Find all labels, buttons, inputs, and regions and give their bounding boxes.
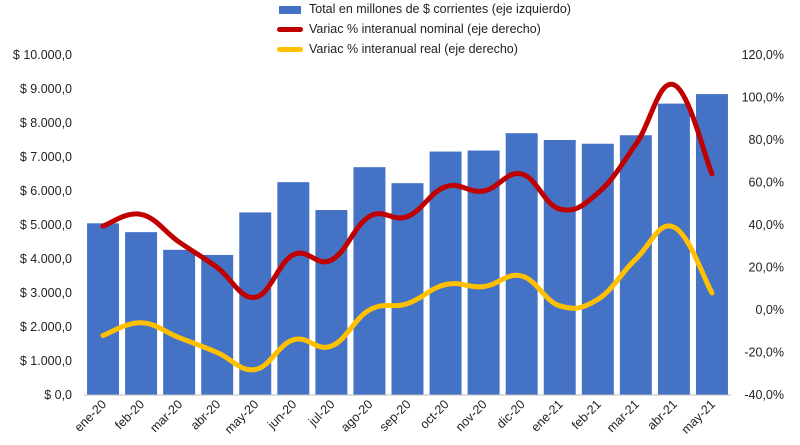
x-tick-label: ene-21: [528, 397, 565, 434]
x-tick-label: jul-20: [305, 397, 337, 429]
x-tick-label: mar-21: [604, 397, 642, 435]
right-tick-label: 0,0%: [756, 303, 785, 317]
x-tick-label: nov-20: [453, 397, 490, 434]
line-series: [100, 81, 715, 373]
right-tick-label: 100,0%: [742, 91, 784, 105]
bar-mar-20: [163, 249, 196, 395]
right-tick-label: -20,0%: [744, 346, 784, 360]
right-tick-label: 60,0%: [749, 176, 784, 190]
right-tick-label: -40,0%: [744, 388, 784, 402]
left-tick-label: $ 7.000,0: [20, 150, 72, 164]
right-tick-label: 120,0%: [742, 48, 784, 62]
x-tick-label: may-21: [679, 397, 718, 436]
left-tick-label: $ 9.000,0: [20, 82, 72, 96]
bar-jun-20: [277, 182, 310, 395]
left-tick-label: $ 3.000,0: [20, 286, 72, 300]
bar-ene-21: [543, 140, 576, 395]
left-axis-ticks: $ 0,0 $ 1.000,0 $ 2.000,0 $ 3.000,0 $ 4.000,…: [13, 48, 72, 402]
x-tick-label: mar-20: [147, 397, 185, 435]
bar-feb-20: [125, 232, 158, 395]
legend-label-real: Variac % interanual real (eje derecho): [309, 42, 518, 56]
left-tick-label: $ 8.000,0: [20, 116, 72, 130]
x-tick-label: ene-20: [72, 397, 109, 434]
bar-mar-21: [619, 135, 652, 396]
x-tick-label: ago-20: [338, 397, 375, 434]
left-tick-label: $ 6.000,0: [20, 184, 72, 198]
left-tick-label: $ 5.000,0: [20, 218, 72, 232]
left-tick-label: $ 10.000,0: [13, 48, 72, 62]
line-nominal: [100, 81, 715, 300]
left-tick-label: $ 2.000,0: [20, 320, 72, 334]
bar-ago-20: [353, 167, 386, 395]
x-tick-label: feb-20: [112, 397, 147, 432]
right-tick-label: 40,0%: [749, 218, 784, 232]
legend-swatch-total: [279, 6, 301, 14]
x-tick-label: may-20: [222, 397, 261, 436]
legend-swatch-nominal: [277, 27, 303, 32]
line-real: [100, 223, 715, 373]
x-tick-label: abr-21: [645, 397, 680, 432]
bar-abr-21: [657, 103, 690, 396]
bar-jul-20: [315, 210, 348, 395]
x-tick-label: jun-20: [264, 397, 299, 432]
left-tick-label: $ 1.000,0: [20, 354, 72, 368]
right-tick-label: 20,0%: [749, 261, 784, 275]
legend-label-total: Total en millones de $ corrientes (eje i…: [309, 2, 571, 16]
x-tick-label: dic-20: [494, 397, 528, 431]
legend-label-nominal: Variac % interanual nominal (eje derecho…: [309, 22, 541, 36]
x-tick-label: abr-20: [188, 397, 223, 432]
left-tick-label: $ 4.000,0: [20, 252, 72, 266]
x-tick-label: oct-20: [417, 397, 451, 431]
right-axis-ticks: -40,0% -20,0% 0,0% 20,0% 40,0% 60,0% 80,0% 100,…: [742, 48, 784, 402]
bar-ene-20: [87, 223, 120, 395]
x-tick-label: feb-21: [569, 397, 604, 432]
left-tick-label: $ 0,0: [44, 388, 72, 402]
x-tick-label: sep-20: [377, 397, 414, 434]
legend-swatch-real: [277, 47, 303, 52]
right-tick-label: 80,0%: [749, 133, 784, 147]
